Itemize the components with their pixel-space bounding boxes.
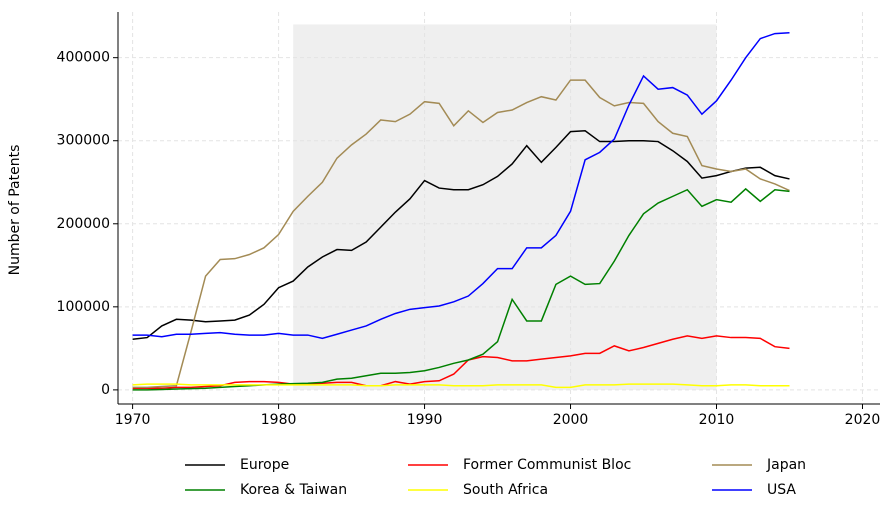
y-tick-label: 200000 [57,216,110,232]
y-tick-label: 0 [101,382,110,398]
series-line [132,32,790,340]
y-tick-label: 300000 [57,133,110,149]
x-tick-label: 1980 [261,412,297,428]
x-tick-label: 1970 [115,412,151,428]
series-line [132,187,790,391]
series-line [132,383,790,389]
legend-label: South Africa [463,482,548,498]
shaded-region [293,24,717,390]
y-tick-label: 400000 [57,50,110,66]
x-tick-label: 2010 [699,412,735,428]
legend-label: Former Communist Bloc [463,457,631,473]
x-tick-label: 1990 [407,412,443,428]
legend-label: Korea & Taiwan [240,482,347,498]
series-line [132,79,790,389]
series-line [132,335,790,389]
y-axis-label: Number of Patents [7,145,23,276]
x-tick-label: 2020 [845,412,881,428]
x-tick-label: 2000 [553,412,589,428]
legend-label: Europe [240,457,289,473]
series-line [132,129,790,340]
legend-label: Japan [766,457,806,473]
y-tick-label: 100000 [57,299,110,315]
legend-label: USA [767,482,796,498]
